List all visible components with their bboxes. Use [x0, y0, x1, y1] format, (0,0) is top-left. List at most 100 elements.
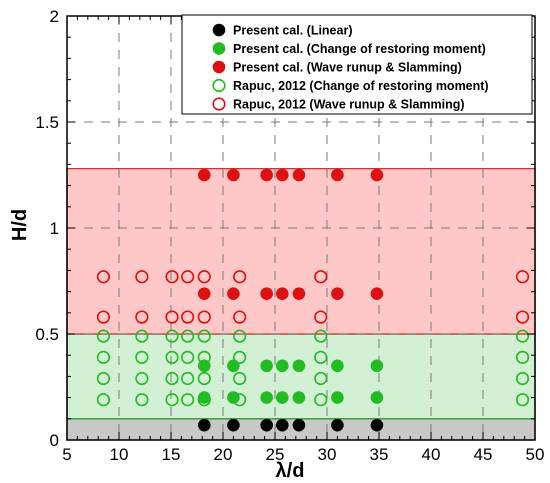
data-point-series-4 [515, 350, 530, 364]
data-point-series-2 [331, 359, 344, 373]
data-point-series-2 [292, 359, 306, 373]
data-point-series-2 [331, 391, 344, 404]
data-point-series-4 [314, 350, 328, 364]
data-point-series-5 [515, 270, 530, 284]
legend-label-4: Rapuc, 2012 (Change of restoring moment) [233, 79, 489, 93]
data-point-series-3 [227, 287, 240, 301]
data-point-series-4 [165, 393, 179, 407]
x-tick-label: 30 [318, 445, 337, 464]
legend-marker-4 [212, 78, 226, 93]
x-tick-label: 40 [422, 445, 441, 464]
data-point-series-4 [314, 371, 328, 386]
data-point-series-5 [197, 310, 211, 324]
region-band-3 [66, 167, 536, 335]
data-point-series-1 [370, 418, 384, 432]
data-point-series-5 [181, 270, 195, 284]
data-point-series-4 [314, 393, 328, 407]
data-point-series-4 [181, 393, 195, 407]
legend-box [181, 14, 533, 115]
y-tick-label: 1 [50, 219, 59, 238]
data-point-series-3 [197, 287, 211, 301]
data-point-series-3 [260, 287, 273, 301]
data-point-series-1 [331, 418, 344, 432]
data-point-series-5 [314, 310, 328, 324]
data-point-series-2 [370, 391, 384, 404]
data-point-series-5 [233, 270, 247, 284]
data-point-series-4 [515, 329, 530, 343]
data-point-series-4 [515, 393, 530, 407]
data-point-series-2 [370, 359, 384, 373]
data-point-series-5 [135, 270, 149, 284]
data-point-series-2 [260, 359, 273, 373]
data-point-series-4 [165, 371, 179, 386]
data-point-series-1 [292, 418, 306, 432]
data-point-series-4 [233, 371, 247, 386]
data-point-series-4 [515, 371, 530, 386]
data-point-series-1 [260, 418, 273, 432]
data-point-series-3 [292, 287, 306, 301]
data-point-series-3 [275, 168, 289, 182]
legend-marker-2 [212, 42, 226, 55]
data-point-series-4 [197, 350, 211, 364]
data-point-series-4 [181, 350, 195, 364]
data-point-series-4 [181, 371, 195, 386]
legend-label-3: Present cal. (Wave runup & Slamming) [233, 61, 462, 75]
data-point-series-2 [292, 391, 306, 404]
data-point-series-4 [233, 329, 247, 343]
region-bands [66, 167, 536, 441]
data-point-series-4 [197, 329, 211, 343]
data-points [96, 168, 530, 432]
data-point-series-3 [260, 168, 273, 182]
data-point-series-4 [197, 371, 211, 386]
x-tick-labels: 5 10 15 20 25 30 35 40 45 50 [62, 445, 544, 464]
data-point-series-4 [197, 393, 211, 407]
data-point-series-4 [96, 371, 110, 386]
data-point-series-3 [331, 168, 344, 182]
data-point-series-4 [314, 329, 328, 343]
x-tick-label: 15 [162, 445, 181, 464]
legend-label-2: Present cal. (Change of restoring moment… [233, 42, 486, 56]
data-point-series-5 [96, 270, 110, 284]
data-point-series-4 [135, 393, 149, 407]
data-point-series-1 [227, 418, 240, 432]
y-tick-label: 0.5 [35, 325, 59, 344]
data-point-series-4 [233, 393, 247, 407]
data-point-series-1 [275, 418, 289, 432]
data-point-series-4 [233, 350, 247, 364]
data-point-series-1 [197, 418, 211, 432]
legend-marker-1 [212, 23, 226, 37]
data-point-series-3 [370, 287, 384, 301]
y-tick-label: 1.5 [35, 113, 59, 132]
data-point-series-2 [227, 359, 240, 373]
data-point-series-3 [370, 168, 384, 182]
data-point-series-4 [135, 329, 149, 343]
data-point-series-3 [331, 287, 344, 301]
data-point-series-5 [515, 310, 530, 324]
data-point-series-3 [197, 168, 211, 182]
data-point-series-4 [135, 350, 149, 364]
data-point-series-4 [165, 350, 179, 364]
y-tick-labels: 0 0.5 1 1.5 2 [35, 7, 59, 450]
data-point-series-5 [181, 310, 195, 324]
data-point-series-4 [96, 329, 110, 343]
x-tick-label: 20 [214, 445, 233, 464]
x-tick-label: 35 [370, 445, 389, 464]
data-point-series-3 [275, 287, 289, 301]
legend-label-1: Present cal. (Linear) [233, 24, 353, 38]
data-point-series-5 [165, 310, 179, 324]
y-tick-label: 2 [50, 7, 59, 26]
data-point-series-4 [181, 329, 195, 343]
data-point-series-3 [227, 168, 240, 182]
legend-label-5: Rapuc, 2012 (Wave runup & Slamming) [233, 98, 465, 112]
data-point-series-5 [96, 310, 110, 324]
y-axis-label: H/d [9, 209, 31, 241]
legend-marker-5 [212, 97, 226, 111]
x-tick-label: 50 [526, 445, 545, 464]
y-tick-label: 0 [50, 431, 59, 450]
data-point-series-4 [96, 350, 110, 364]
data-point-series-5 [165, 270, 179, 284]
x-tick-label: 5 [62, 445, 71, 464]
data-point-series-2 [275, 359, 289, 373]
data-point-series-5 [135, 310, 149, 324]
